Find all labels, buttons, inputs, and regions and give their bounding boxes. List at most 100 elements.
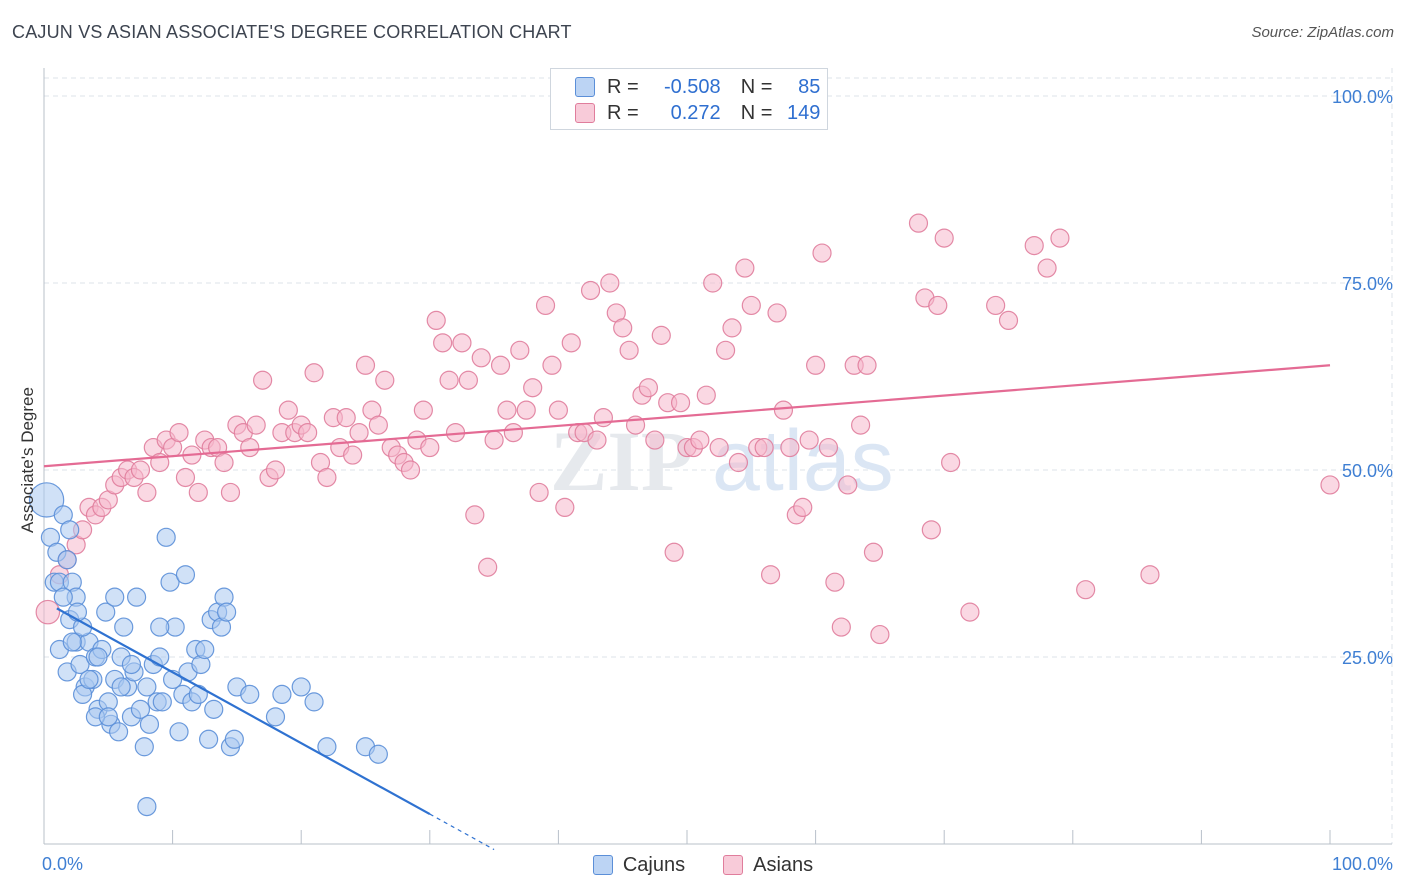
data-point xyxy=(304,692,324,712)
data-point xyxy=(838,475,858,495)
data-point xyxy=(535,295,556,316)
data-point xyxy=(343,445,363,465)
data-point xyxy=(169,423,189,443)
data-point xyxy=(349,423,369,443)
data-point xyxy=(156,527,176,547)
data-point xyxy=(175,467,196,488)
stats-legend: R = -0.508 N = 85 R = 0.272 N = 149 xyxy=(550,68,828,130)
data-point xyxy=(458,370,478,390)
data-point xyxy=(96,602,116,622)
y-axis-title: Associate's Degree xyxy=(18,387,37,533)
data-point xyxy=(986,295,1006,316)
data-point xyxy=(108,722,129,742)
data-point xyxy=(134,737,154,757)
cajun-swatch-icon xyxy=(575,77,595,97)
data-point xyxy=(831,617,851,637)
data-point xyxy=(735,258,755,278)
y-tick-label: 75.0% xyxy=(1342,274,1393,294)
data-point xyxy=(317,737,337,757)
data-point xyxy=(217,602,237,622)
data-point xyxy=(195,639,215,660)
data-point xyxy=(298,423,318,443)
data-point xyxy=(121,654,142,675)
cajun-trend-line xyxy=(56,607,431,816)
data-point xyxy=(88,647,108,667)
data-point xyxy=(523,378,543,398)
data-point xyxy=(150,647,170,667)
data-point xyxy=(105,587,125,607)
y-tick-label: 50.0% xyxy=(1342,461,1393,481)
asian-swatch-icon xyxy=(575,103,595,123)
data-point xyxy=(188,684,208,705)
data-point xyxy=(715,340,736,360)
data-point xyxy=(863,542,884,562)
data-point xyxy=(580,280,601,301)
data-point xyxy=(825,572,845,592)
legend-label-asians: Asians xyxy=(753,853,814,876)
data-point xyxy=(278,400,298,420)
data-point xyxy=(664,542,684,562)
n-label: N = xyxy=(740,101,773,124)
x-tick-label: 0.0% xyxy=(42,854,83,874)
data-point xyxy=(471,348,491,368)
data-point xyxy=(272,684,292,705)
data-point xyxy=(934,228,954,248)
legend-row-cajuns: R = -0.508 N = 85 xyxy=(575,74,820,100)
data-point xyxy=(857,355,877,375)
data-point xyxy=(651,325,671,345)
data-point xyxy=(613,318,633,338)
data-point xyxy=(960,602,980,622)
data-point xyxy=(204,699,224,719)
data-point xyxy=(638,378,659,398)
data-point xyxy=(497,400,517,420)
n-value: 149 xyxy=(787,101,821,124)
series-legend: Cajuns Asians xyxy=(0,852,1406,878)
data-point xyxy=(805,355,826,375)
data-point xyxy=(53,587,73,607)
data-point xyxy=(490,355,511,375)
n-value: 85 xyxy=(798,75,821,98)
data-point xyxy=(773,400,794,420)
data-point xyxy=(741,295,761,316)
data-point xyxy=(593,408,614,428)
data-point xyxy=(908,213,929,233)
data-point xyxy=(799,430,819,450)
data-point xyxy=(70,654,90,675)
data-point xyxy=(812,243,832,263)
data-point xyxy=(503,423,523,443)
legend-item-cajuns[interactable]: Cajuns xyxy=(592,854,685,877)
r-value: 0.272 xyxy=(670,101,721,124)
data-point xyxy=(998,310,1019,330)
data-point xyxy=(516,400,536,420)
data-point xyxy=(709,437,729,458)
asian-swatch-icon xyxy=(723,855,744,875)
data-point xyxy=(1024,236,1044,256)
data-point xyxy=(150,617,170,637)
data-point xyxy=(754,437,774,458)
data-point xyxy=(413,400,433,420)
data-point xyxy=(818,437,839,458)
data-point xyxy=(760,565,781,585)
data-point xyxy=(478,557,498,577)
data-point xyxy=(336,408,356,428)
data-point xyxy=(368,415,388,435)
asian-trend-line xyxy=(43,364,1331,468)
data-point xyxy=(465,505,485,525)
data-point xyxy=(304,363,324,383)
data-point xyxy=(690,430,710,450)
data-point xyxy=(188,482,208,503)
data-point xyxy=(928,295,948,316)
data-point xyxy=(555,497,575,517)
data-point xyxy=(152,692,172,712)
data-point xyxy=(645,430,665,450)
data-point xyxy=(253,370,273,390)
data-point xyxy=(1037,258,1057,278)
data-point xyxy=(265,460,286,480)
axes xyxy=(43,68,1392,845)
legend-item-asians[interactable]: Asians xyxy=(723,854,813,877)
data-point xyxy=(728,452,749,473)
data-point xyxy=(199,729,219,749)
data-point xyxy=(767,303,787,323)
data-point xyxy=(587,430,607,450)
